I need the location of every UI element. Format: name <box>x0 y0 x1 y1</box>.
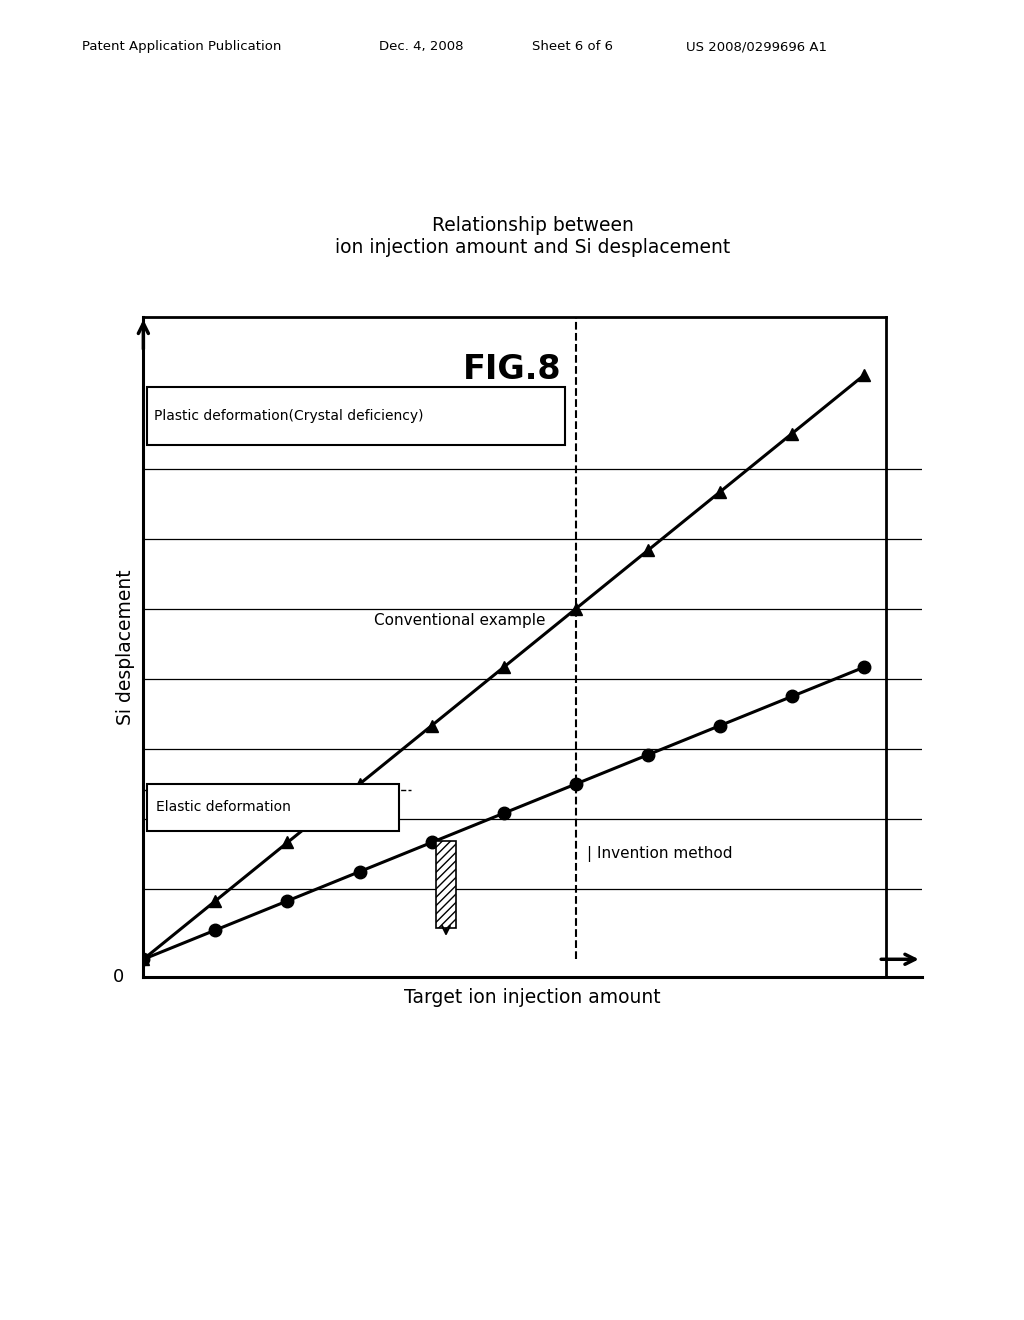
Bar <box>147 784 399 830</box>
Text: Plastic deformation(Crystal deficiency): Plastic deformation(Crystal deficiency) <box>155 409 424 424</box>
Text: Elastic deformation: Elastic deformation <box>157 800 291 814</box>
Text: FIG.8: FIG.8 <box>463 354 561 385</box>
Text: Sheet 6 of 6: Sheet 6 of 6 <box>532 40 613 53</box>
Text: Relationship between
ion injection amount and Si desplacement: Relationship between ion injection amoun… <box>335 216 730 257</box>
Text: | Invention method: | Invention method <box>587 846 732 862</box>
Text: 0: 0 <box>113 968 124 986</box>
Text: Conventional example: Conventional example <box>374 612 546 628</box>
Text: Dec. 4, 2008: Dec. 4, 2008 <box>379 40 464 53</box>
X-axis label: Target ion injection amount: Target ion injection amount <box>404 987 660 1007</box>
Text: Patent Application Publication: Patent Application Publication <box>82 40 282 53</box>
Bar <box>147 387 565 445</box>
Text: US 2008/0299696 A1: US 2008/0299696 A1 <box>686 40 827 53</box>
Y-axis label: Si desplacement: Si desplacement <box>116 569 135 725</box>
Bar <box>436 841 456 928</box>
